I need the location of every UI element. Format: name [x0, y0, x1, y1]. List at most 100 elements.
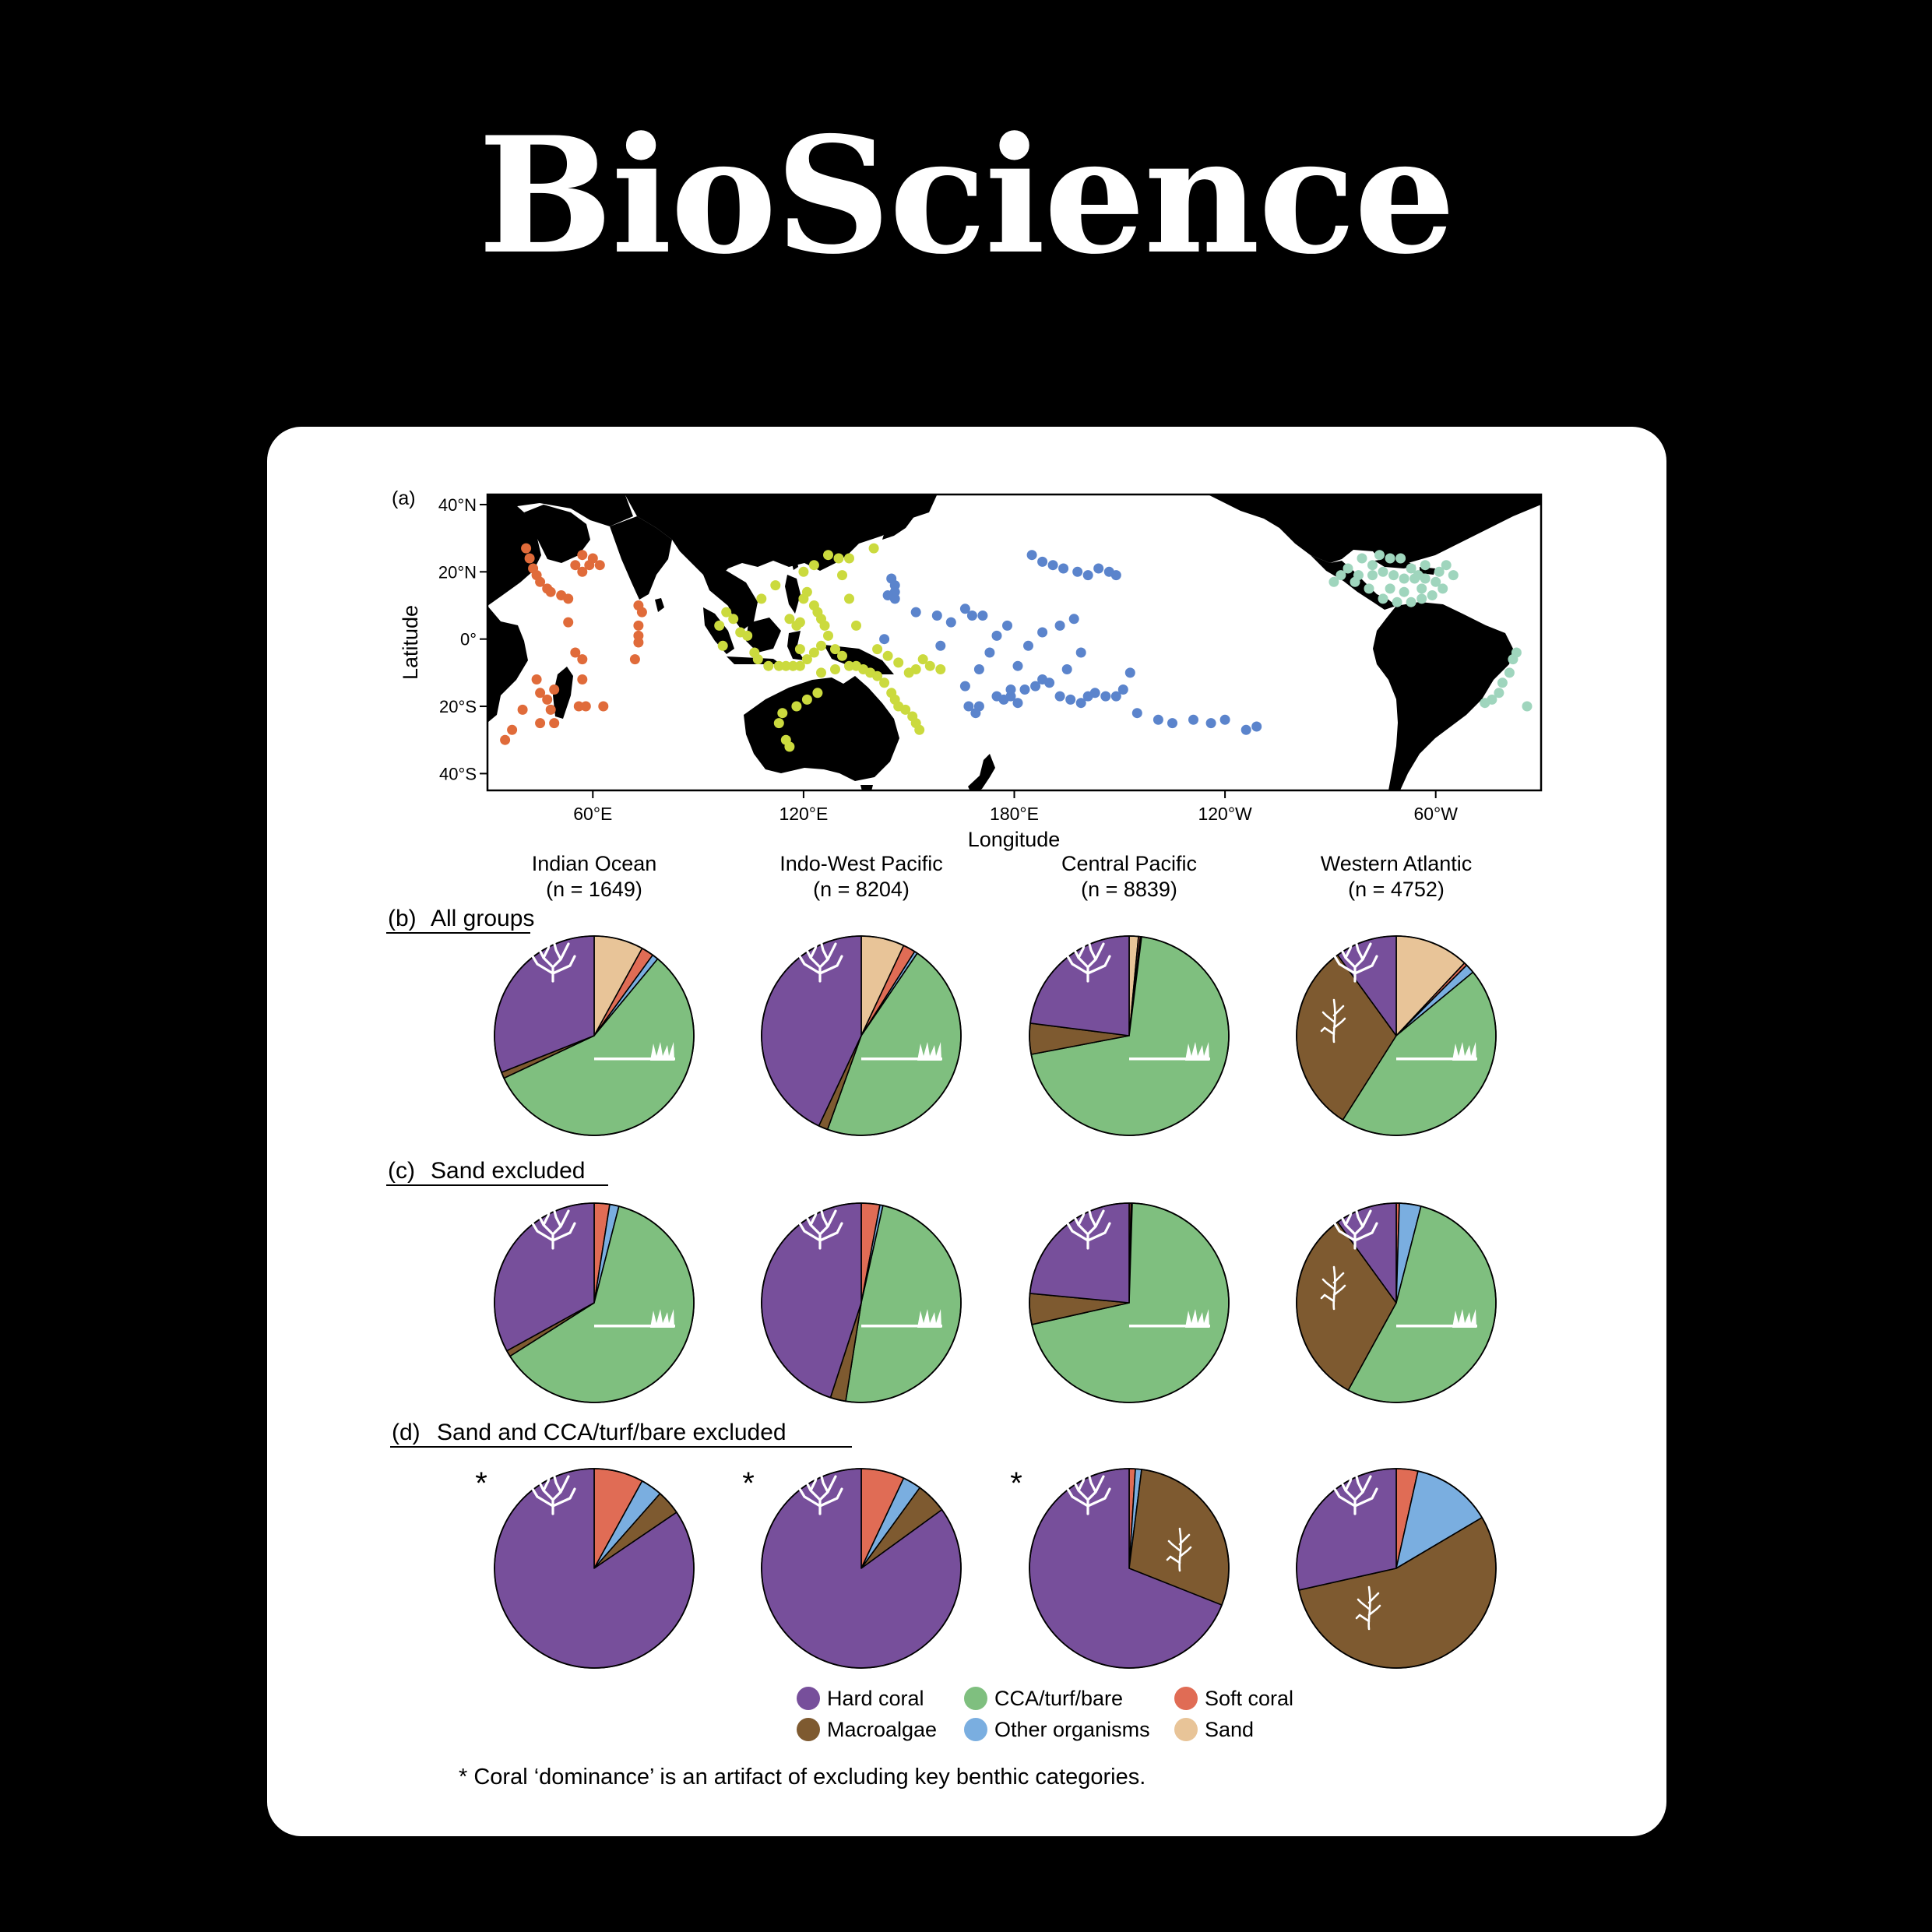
site-point: [966, 611, 977, 621]
panel-a-map: (a): [392, 487, 1543, 851]
site-point: [1072, 566, 1083, 577]
site-point: [931, 611, 942, 621]
seagrass-icon: [861, 1309, 942, 1328]
y-tick-label: 0°: [460, 630, 477, 649]
land-borneo: [746, 618, 781, 653]
site-point: [633, 600, 644, 611]
pie-panels: (b) All groups (c) Sand excluded (d) Sand and…: [386, 906, 1497, 1669]
site-point: [851, 620, 861, 631]
footnote: * Coral ‘dominance’ is an artifact of ex…: [459, 1765, 1145, 1789]
site-point: [1399, 586, 1409, 597]
site-point: [1026, 550, 1037, 561]
site-point: [542, 694, 553, 705]
site-point: [970, 708, 981, 719]
site-point: [1416, 593, 1427, 604]
legend-swatch: [797, 1718, 820, 1741]
site-point: [580, 701, 591, 712]
pie-chart: [761, 1202, 962, 1403]
seagrass-icon: [1396, 1309, 1477, 1328]
coral-icon: [1066, 941, 1111, 983]
site-point: [1406, 563, 1416, 574]
legend-item-cca-turf-bare: CCA/turf/bare: [964, 1687, 1123, 1710]
site-point: [1047, 560, 1058, 571]
legend-label: Other organisms: [994, 1718, 1150, 1741]
land-japan: [882, 505, 917, 540]
land-tasmania: [860, 785, 873, 790]
site-point: [517, 704, 528, 715]
pie-chart: *: [1010, 1466, 1230, 1669]
region-name: Indian Ocean: [532, 852, 657, 875]
column-header: Indo-West Pacific (n = 8204): [779, 852, 943, 901]
map-y-axis-ticks: 40°N 20°N 0° 20°S 40°S: [438, 495, 487, 783]
sample-size: (n = 4752): [1348, 878, 1445, 901]
site-point: [1494, 688, 1504, 699]
site-point: [756, 593, 767, 604]
site-point: [1153, 714, 1163, 725]
site-point: [816, 640, 826, 651]
site-point: [500, 734, 511, 745]
site-point: [573, 701, 584, 712]
figure: (a): [386, 487, 1543, 1789]
site-point: [1044, 677, 1055, 688]
points-western-atlantic: [1328, 550, 1533, 712]
site-point: [1012, 660, 1023, 671]
site-point: [1504, 667, 1515, 678]
land-taiwan: [791, 558, 798, 570]
site-point: [728, 614, 739, 625]
site-point: [1420, 560, 1431, 571]
site-point: [1054, 620, 1065, 631]
y-tick-label: 40°S: [439, 764, 477, 783]
site-point: [844, 593, 854, 604]
land-india: [610, 516, 672, 600]
panel-b: (b) All groups: [386, 906, 1497, 1136]
land-madagascar: [553, 667, 573, 719]
site-point: [1030, 681, 1041, 692]
sample-size: (n = 8204): [813, 878, 910, 901]
land-new-zealand: [968, 754, 995, 790]
site-point: [535, 688, 546, 699]
site-point: [577, 674, 588, 684]
site-point: [1002, 620, 1012, 631]
site-point: [830, 664, 840, 674]
site-point: [833, 553, 844, 564]
site-point: [1100, 691, 1111, 702]
legend-label: Hard coral: [827, 1687, 924, 1710]
site-point: [945, 617, 956, 628]
site-point: [1205, 718, 1216, 729]
coral-icon: [531, 1473, 576, 1515]
site-point: [1093, 563, 1104, 574]
legend-item-other-organisms: Other organisms: [964, 1718, 1150, 1741]
site-point: [1441, 560, 1452, 571]
site-point: [879, 677, 890, 688]
points-indo-west-pacific: [714, 543, 946, 752]
pie-chart: [1029, 935, 1230, 1136]
site-point: [959, 604, 970, 614]
site-point: [1110, 691, 1121, 702]
land-masses: [487, 495, 1541, 790]
site-point: [1522, 701, 1533, 712]
legend-item-sand: Sand: [1174, 1718, 1254, 1741]
site-point: [1037, 627, 1048, 638]
site-point: [577, 550, 588, 561]
site-point: [780, 660, 791, 671]
pie-outline: [1296, 1202, 1497, 1403]
macroalgae-icon: [1355, 1585, 1381, 1631]
site-point: [1364, 583, 1374, 594]
column-header: Indian Ocean (n = 1649): [532, 852, 657, 901]
survey-site-points: [500, 543, 1533, 752]
panel-a-label: (a): [392, 487, 416, 509]
panel-label: (d): [392, 1420, 421, 1445]
site-point: [823, 630, 833, 641]
site-point: [1357, 553, 1367, 564]
land-iran: [487, 495, 633, 526]
macroalgae-icon: [1166, 1527, 1192, 1572]
sample-size: (n = 1649): [546, 878, 642, 901]
site-point: [1413, 570, 1423, 581]
x-tick-label: 120°E: [779, 804, 828, 824]
y-tick-label: 40°N: [438, 495, 477, 515]
coral-icon: [531, 1208, 576, 1250]
site-point: [752, 654, 763, 665]
asterisk-marker: *: [475, 1466, 487, 1501]
site-point: [973, 664, 984, 674]
site-point: [549, 718, 560, 729]
